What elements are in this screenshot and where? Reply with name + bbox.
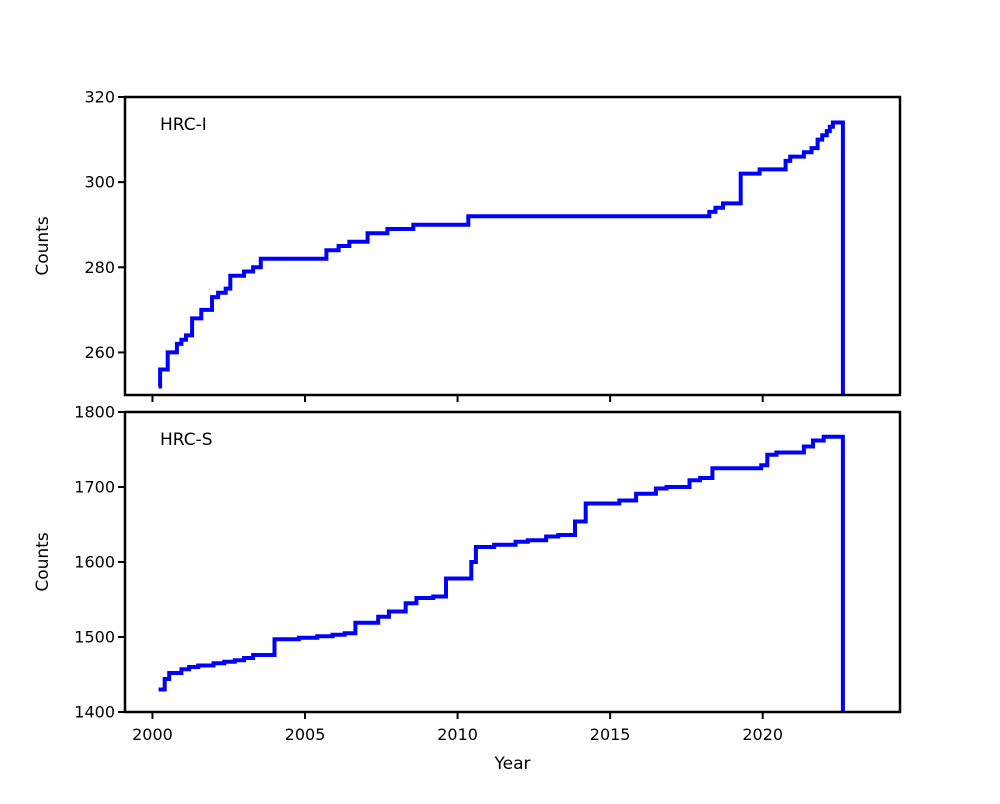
y-tick-label: 1700 xyxy=(74,478,115,497)
x-tick-label: 2005 xyxy=(285,725,326,744)
x-tick-label: 2015 xyxy=(590,725,631,744)
panel-label: HRC-S xyxy=(160,430,213,450)
x-tick-label: 2000 xyxy=(132,725,173,744)
x-tick-label: 2010 xyxy=(437,725,478,744)
data-line-hrc-i xyxy=(158,120,845,395)
y-tick-label: 280 xyxy=(84,258,115,277)
x-tick-label: 2020 xyxy=(742,725,783,744)
data-line-hrc-s xyxy=(158,434,845,712)
y-axis-label: Counts xyxy=(33,216,53,275)
y-tick-label: 1600 xyxy=(74,553,115,572)
y-axis-label: Counts xyxy=(33,532,53,591)
panel-hrc-s: 1400 1500 1600 1700 1800 2000 2005 2010 2015 2020… xyxy=(33,403,902,774)
y-tick-label: 320 xyxy=(84,88,115,107)
y-tick-label: 300 xyxy=(84,173,115,192)
axes-frame xyxy=(123,95,902,397)
x-axis-label: Year xyxy=(494,754,531,774)
y-tick-label: 1400 xyxy=(74,703,115,722)
panel-hrc-i: 260 280 300 320 HRC-I Counts xyxy=(33,88,902,402)
y-tick-label: 1800 xyxy=(74,403,115,422)
axes-frame xyxy=(123,410,902,714)
y-tick-label: 260 xyxy=(84,343,115,362)
panel-label: HRC-I xyxy=(160,115,207,135)
y-tick-label: 1500 xyxy=(74,628,115,647)
